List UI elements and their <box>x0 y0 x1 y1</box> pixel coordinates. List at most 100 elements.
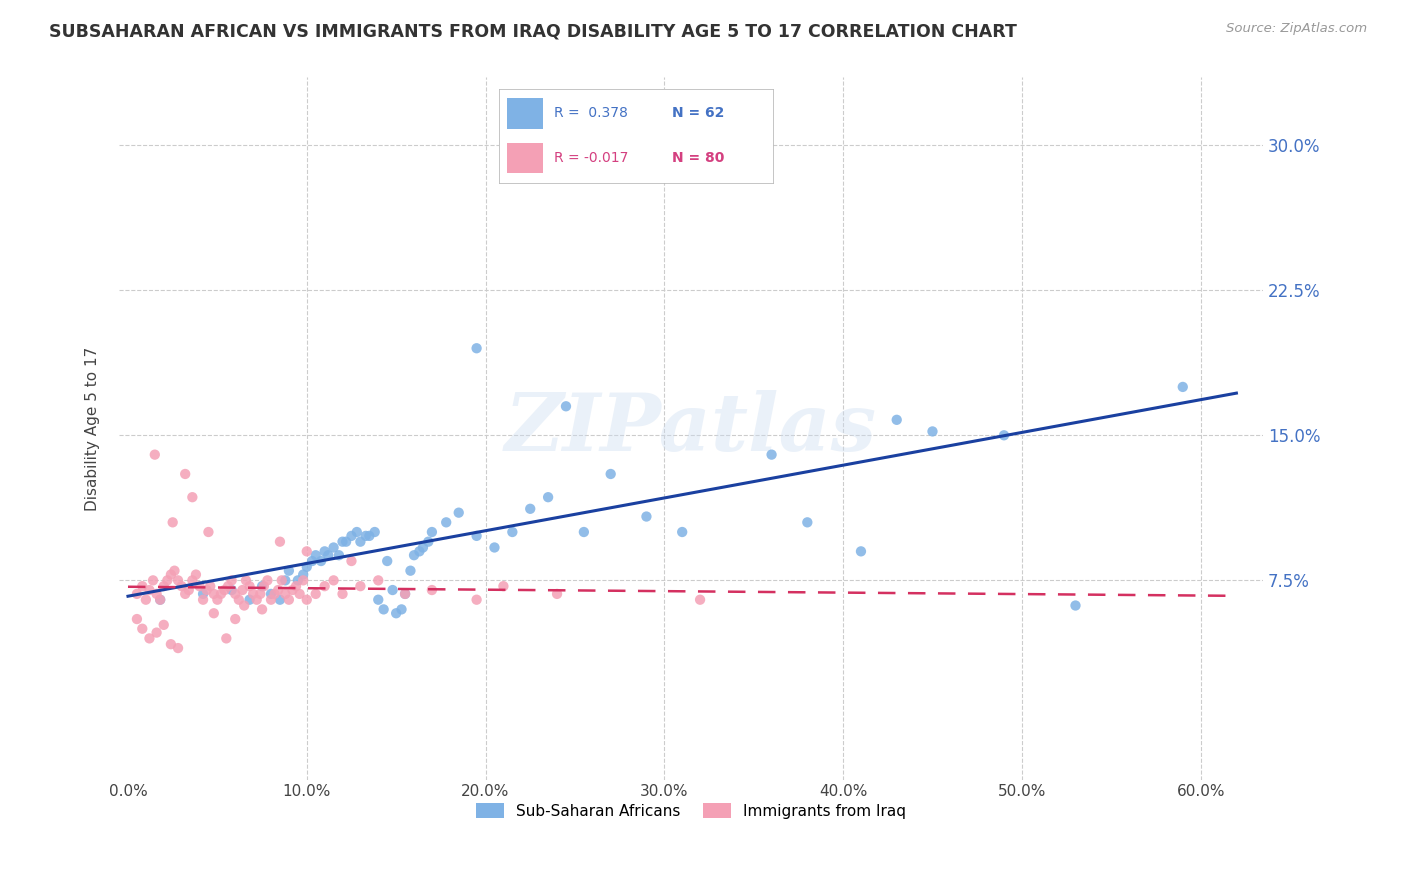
Point <box>418 534 440 549</box>
Point <box>191 587 214 601</box>
Point <box>1171 380 1194 394</box>
Text: SUBSAHARAN AFRICAN VS IMMIGRANTS FROM IRAQ DISABILITY AGE 5 TO 17 CORRELATION CH: SUBSAHARAN AFRICAN VS IMMIGRANTS FROM IR… <box>49 22 1017 40</box>
Point <box>292 574 315 588</box>
Point <box>231 582 253 597</box>
Text: R =  0.378: R = 0.378 <box>554 106 628 120</box>
Point <box>314 579 336 593</box>
Point <box>295 544 318 558</box>
Point <box>167 574 190 588</box>
Point <box>214 582 236 597</box>
Point <box>309 554 332 568</box>
Text: Source: ZipAtlas.com: Source: ZipAtlas.com <box>1226 22 1367 36</box>
Point <box>221 574 243 588</box>
Point <box>599 467 621 481</box>
Point <box>671 524 693 539</box>
Point <box>152 618 174 632</box>
Point <box>572 524 595 539</box>
Point <box>492 579 515 593</box>
Point <box>217 579 239 593</box>
Text: N = 80: N = 80 <box>672 151 724 165</box>
Point <box>195 582 218 597</box>
Point <box>135 592 157 607</box>
Point <box>322 541 344 555</box>
Point <box>160 637 183 651</box>
Point <box>177 582 200 597</box>
Point <box>332 587 354 601</box>
Point <box>340 529 363 543</box>
Point <box>170 579 193 593</box>
Bar <box>508 97 543 128</box>
Point <box>385 607 408 621</box>
Point <box>250 579 273 593</box>
Point <box>328 548 350 562</box>
Point <box>235 574 257 588</box>
Point <box>292 567 315 582</box>
Point <box>305 548 328 562</box>
Point <box>131 579 153 593</box>
Point <box>375 554 398 568</box>
Point <box>993 428 1015 442</box>
Point <box>149 592 172 607</box>
Point <box>149 592 172 607</box>
Point <box>145 587 167 601</box>
Point <box>402 548 425 562</box>
Point <box>138 582 160 597</box>
Point <box>519 501 541 516</box>
Bar <box>508 143 543 173</box>
Point <box>394 587 416 601</box>
Point <box>447 506 470 520</box>
Text: N = 62: N = 62 <box>672 106 724 120</box>
Point <box>267 582 290 597</box>
Point <box>340 554 363 568</box>
Point <box>167 641 190 656</box>
Point <box>228 592 250 607</box>
Point <box>381 582 404 597</box>
Point <box>295 559 318 574</box>
Point <box>537 490 560 504</box>
Point <box>202 607 225 621</box>
Point <box>131 622 153 636</box>
Point <box>354 529 377 543</box>
Point <box>546 587 568 601</box>
Point <box>287 574 309 588</box>
Point <box>246 592 269 607</box>
Point <box>233 599 256 613</box>
Point <box>191 592 214 607</box>
Point <box>367 592 389 607</box>
Point <box>420 524 443 539</box>
Point <box>305 587 328 601</box>
Point <box>209 587 232 601</box>
Point <box>367 574 389 588</box>
Point <box>274 574 297 588</box>
Point <box>408 544 430 558</box>
Point <box>242 587 264 601</box>
Point <box>174 467 197 481</box>
Point <box>849 544 872 558</box>
Point <box>145 625 167 640</box>
Point <box>314 544 336 558</box>
Point <box>412 541 434 555</box>
Point <box>281 582 304 597</box>
Point <box>249 587 271 601</box>
Point <box>162 516 184 530</box>
Point <box>335 534 357 549</box>
Point <box>250 602 273 616</box>
Point <box>1064 599 1087 613</box>
Point <box>174 587 197 601</box>
Point <box>221 582 243 597</box>
Point <box>160 567 183 582</box>
Point <box>238 579 260 593</box>
Point <box>636 509 658 524</box>
Point <box>277 592 299 607</box>
Point <box>181 490 204 504</box>
Point <box>224 587 246 601</box>
Point <box>156 574 179 588</box>
Point <box>465 592 488 607</box>
Point <box>274 587 297 601</box>
Point <box>197 524 219 539</box>
Point <box>285 579 308 593</box>
Point <box>359 529 381 543</box>
Point <box>138 632 160 646</box>
Point <box>555 399 578 413</box>
Point <box>316 548 339 562</box>
